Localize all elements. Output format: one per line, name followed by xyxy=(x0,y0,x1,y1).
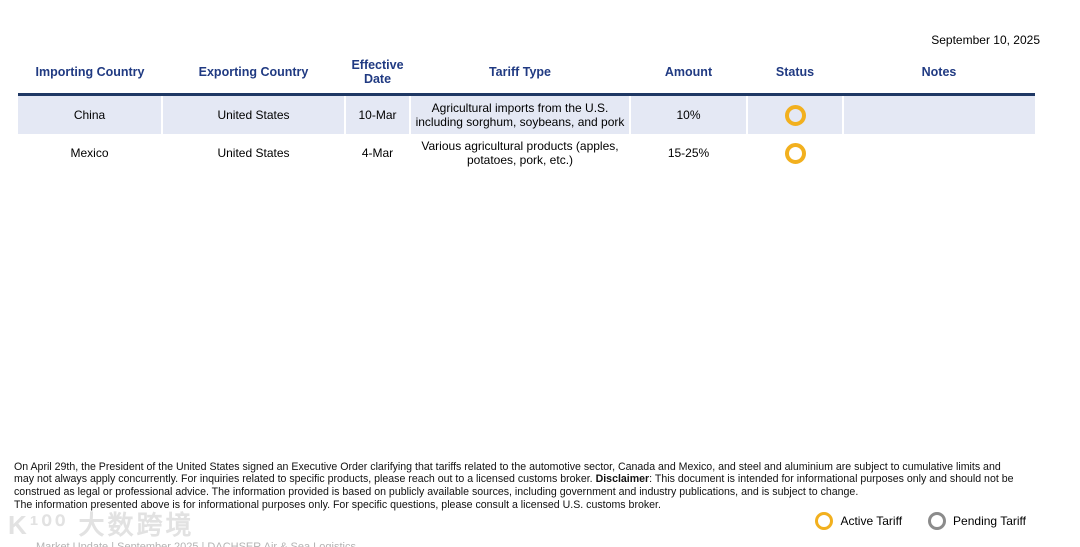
header-exporting-country: Exporting Country xyxy=(162,55,345,96)
disclaimer-block: On April 29th, the President of the Unit… xyxy=(14,461,1016,512)
cell-status xyxy=(746,94,843,134)
cell-amount: 15-25% xyxy=(629,134,747,172)
active-tariff-status-icon xyxy=(784,104,806,126)
k100-dashukuajing-watermark-logo: K¹⁰⁰ 大数跨境 xyxy=(8,510,195,540)
footer-source-line: Market Update | September 2025 | DACHSER… xyxy=(36,541,356,547)
informational-note: The information presented above is for i… xyxy=(14,499,661,512)
header-effective-date: Effective Date xyxy=(345,55,410,96)
header-status: Status xyxy=(747,55,843,96)
active-tariff-icon xyxy=(815,512,834,530)
table-header-row: Importing Country Exporting Country Effe… xyxy=(18,55,1035,96)
cell-notes xyxy=(842,94,1035,134)
cell-effective-date: 10-Mar xyxy=(344,94,410,134)
table-row: Mexico United States 4-Mar Various agric… xyxy=(18,134,1035,172)
tariff-table: Importing Country Exporting Country Effe… xyxy=(18,55,1035,172)
cell-status xyxy=(746,134,843,172)
legend-label-active: Active Tariff xyxy=(840,514,903,528)
active-tariff-status-icon xyxy=(784,142,806,164)
cell-importing-country: Mexico xyxy=(70,146,109,160)
cell-amount: 10% xyxy=(629,94,747,134)
document-date: September 10, 2025 xyxy=(931,33,1040,47)
cell-importing-country: China xyxy=(18,94,162,134)
header-notes: Notes xyxy=(843,55,1035,96)
cell-notes xyxy=(842,134,1035,172)
legend-item-active: Active Tariff xyxy=(815,512,902,530)
legend-item-pending: Pending Tariff xyxy=(928,512,1026,530)
cell-exporting-country: United States xyxy=(161,134,345,172)
header-amount: Amount xyxy=(630,55,747,96)
legend-label-pending: Pending Tariff xyxy=(953,514,1026,528)
disclaimer-text-pre: On April 29th, the President of the Unit… xyxy=(14,461,1001,486)
pending-tariff-icon xyxy=(928,512,947,530)
cell-effective-date: 4-Mar xyxy=(344,134,410,172)
disclaimer-paragraph: On April 29th, the President of the Unit… xyxy=(14,461,1016,498)
header-tariff-type: Tariff Type xyxy=(410,55,630,96)
table-row: China United States 10-Mar Agricultural … xyxy=(18,94,1035,134)
cell-exporting-country: United States xyxy=(161,94,345,134)
disclaimer-text-post: : This document is intended for informat… xyxy=(14,473,1014,498)
disclaimer-bold-word: Disclaimer xyxy=(595,473,650,486)
cell-tariff-type: Agricultural imports from the U.S. inclu… xyxy=(409,94,630,134)
cell-tariff-type: Various agricultural products (apples, p… xyxy=(409,134,630,172)
header-importing-country: Importing Country xyxy=(18,55,162,96)
status-legend: Active Tariff Pending Tariff xyxy=(815,512,1026,530)
